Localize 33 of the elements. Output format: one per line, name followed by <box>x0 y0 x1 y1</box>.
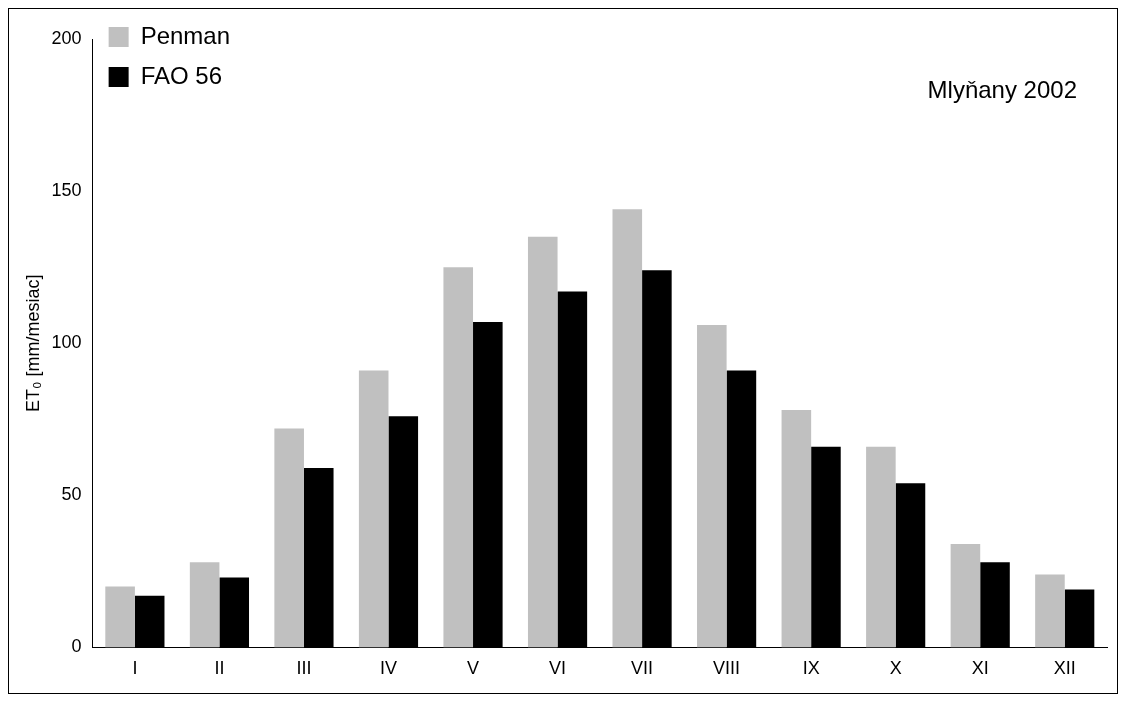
bar <box>950 543 981 648</box>
legend-label: FAO 56 <box>140 61 223 89</box>
x-tick-label: XII <box>1053 658 1076 679</box>
x-tick-label: VII <box>631 658 654 679</box>
x-tick-label: IX <box>802 658 820 679</box>
bar <box>105 586 135 648</box>
bar <box>443 267 474 648</box>
legend-label: Penman <box>140 21 231 49</box>
y-tick-label: 100 <box>51 332 82 353</box>
bar <box>697 324 727 648</box>
x-tick-label: VIII <box>713 658 741 679</box>
y-tick-label: 50 <box>61 484 82 505</box>
x-tick-label: V <box>467 658 480 679</box>
y-axis-title: ET₀ [mm/mesiac] <box>22 274 43 412</box>
bar <box>781 410 812 648</box>
x-tick-label: III <box>296 658 312 679</box>
x-tick-label: VI <box>549 658 567 679</box>
y-tick-label: 200 <box>51 27 82 48</box>
y-tick-label: 150 <box>51 180 82 201</box>
bar <box>866 446 896 648</box>
bar <box>612 209 643 648</box>
annotation: Mlyňany 2002 <box>927 75 1077 103</box>
y-tick-label: 0 <box>71 636 82 657</box>
x-tick-label: XI <box>971 658 989 679</box>
x-tick-label: IV <box>379 658 397 679</box>
x-tick-label: I <box>132 658 138 679</box>
bar <box>1035 574 1065 648</box>
x-tick-label: II <box>214 658 225 679</box>
bar <box>189 562 220 648</box>
bar <box>527 236 558 648</box>
bar <box>358 370 389 648</box>
x-tick-label: X <box>889 658 902 679</box>
bar <box>274 428 304 648</box>
